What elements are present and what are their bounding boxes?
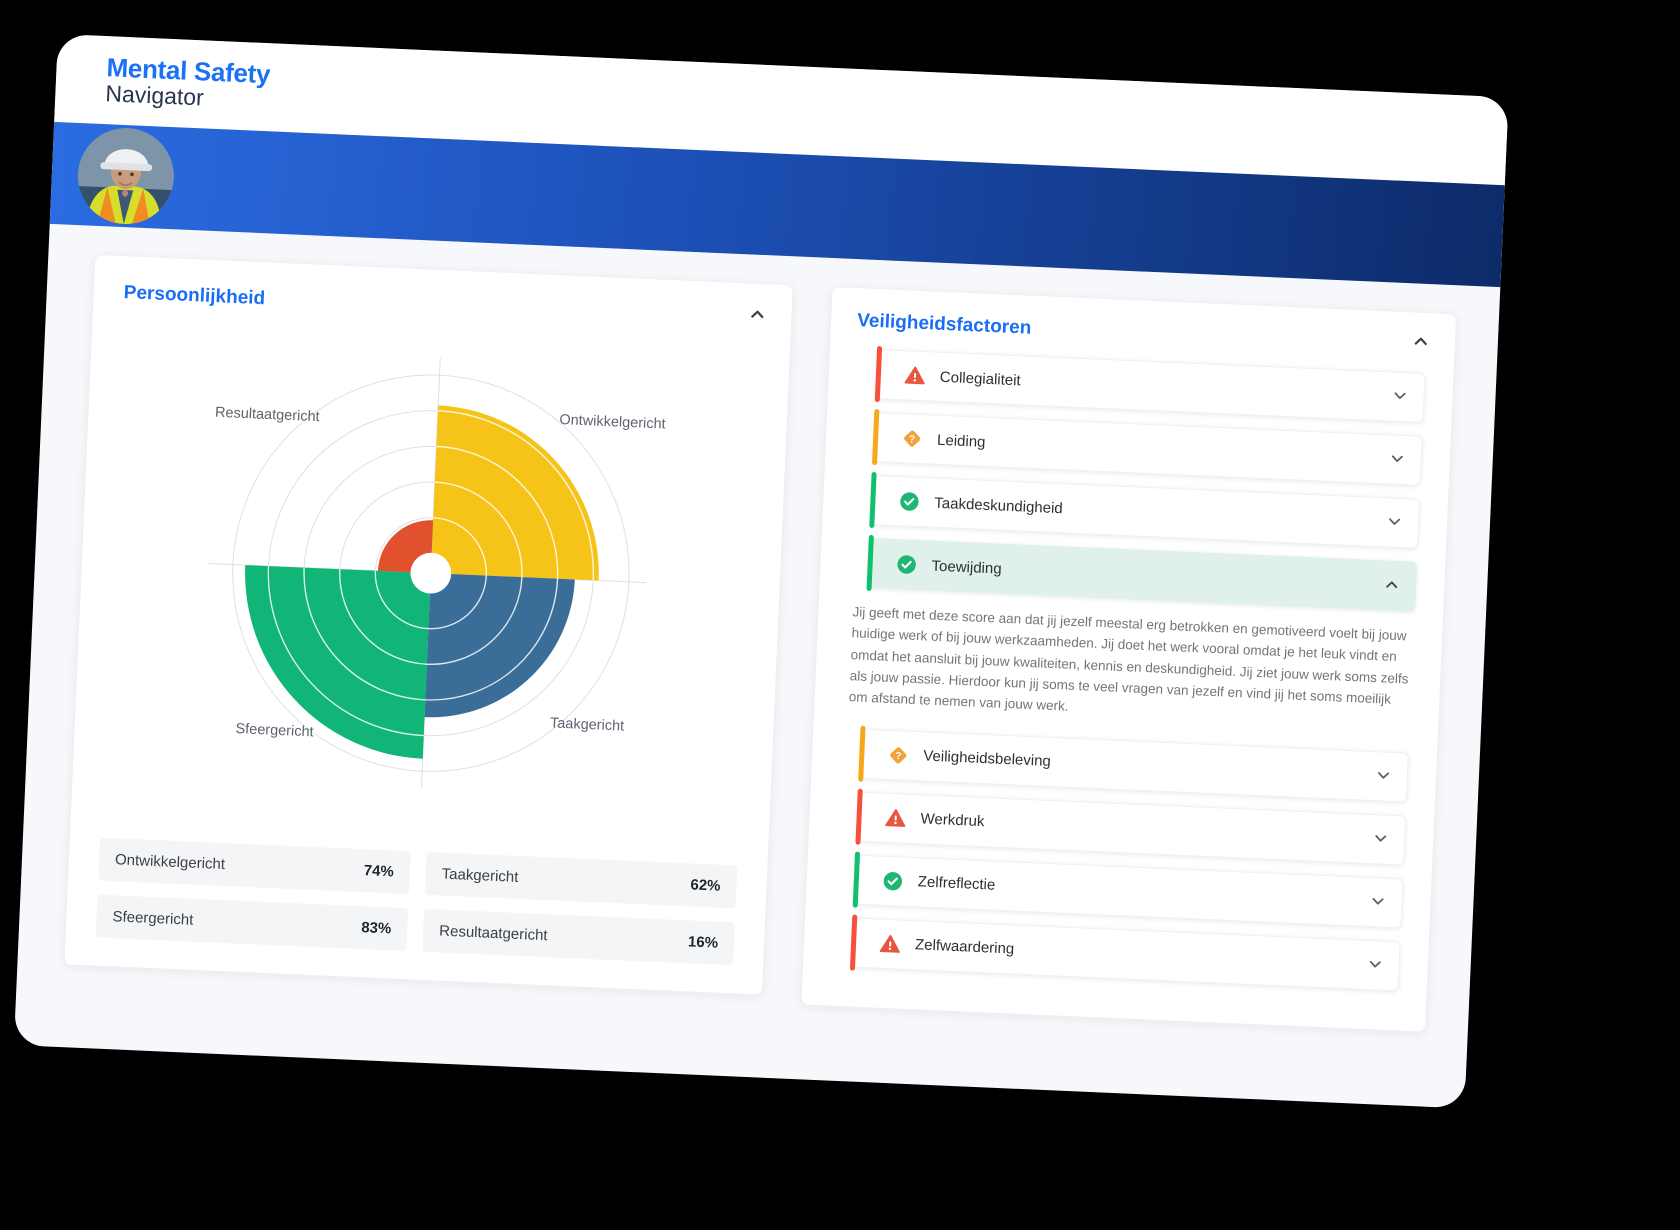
- chevron-up-icon: [1413, 334, 1430, 350]
- warning-icon: [903, 364, 926, 387]
- axis-label-sfeergericht: Sfeergericht: [235, 721, 314, 740]
- factor-label: Zelfreflectie: [917, 873, 996, 894]
- score-label: Sfeergericht: [112, 908, 194, 930]
- score-value: 62%: [690, 876, 721, 896]
- svg-text:?: ?: [895, 751, 902, 762]
- score-value: 74%: [363, 862, 395, 881]
- factor-label: Werkdruk: [920, 810, 985, 831]
- chevron-down-icon: [1389, 451, 1405, 470]
- factor-item-taakdeskundigheid[interactable]: Taakdeskundigheid: [869, 471, 1421, 549]
- app-logo: Mental Safety Navigator: [105, 52, 271, 114]
- score-label: Ontwikkelgericht: [114, 851, 226, 874]
- factor-label: Zelfwaardering: [914, 936, 1015, 958]
- factors-card-title: Veiligheidsfactoren: [856, 310, 1032, 339]
- check-icon: [895, 553, 918, 576]
- avatar: [75, 126, 176, 227]
- status-accent-bar: [869, 471, 877, 529]
- factor-item-leiding[interactable]: ? Leiding: [871, 408, 1423, 486]
- warning-icon: [884, 806, 907, 829]
- axis-label-ontwikkelgericht: Ontwikkelgericht: [559, 412, 666, 433]
- factor-label: Veiligheidsbeleving: [922, 747, 1052, 771]
- factor-item-zelfwaardering[interactable]: Zelfwaardering: [849, 914, 1401, 992]
- score-row: Resultaatgericht 16%: [422, 909, 735, 966]
- svg-text:?: ?: [909, 434, 916, 445]
- status-accent-bar: [858, 725, 866, 782]
- factor-item-zelfreflectie[interactable]: Zelfreflectie: [852, 851, 1404, 929]
- score-label: Taakgericht: [441, 865, 519, 887]
- axis-label-resultaatgericht: Resultaatgericht: [215, 405, 320, 426]
- status-accent-bar: [849, 914, 858, 971]
- question-icon: ?: [901, 427, 924, 450]
- factor-item-toewijding[interactable]: Toewijding: [866, 534, 1418, 612]
- factors-collapse-button[interactable]: [1408, 330, 1433, 354]
- chevron-down-icon: [1387, 513, 1403, 532]
- factor-list: Collegialiteit ? Leiding: [829, 346, 1427, 992]
- chevron-up-icon: [749, 307, 766, 323]
- app-window: Mental Safety Navigator: [13, 34, 1509, 1109]
- chevron-down-icon: [1373, 830, 1389, 849]
- score-value: 16%: [687, 933, 719, 952]
- score-row: Sfeergericht 83%: [95, 894, 409, 952]
- check-icon: [881, 869, 904, 892]
- chevron-down-icon: [1376, 767, 1392, 786]
- score-table: Ontwikkelgericht 74% Taakgericht 62% Sfe…: [95, 837, 738, 966]
- status-accent-bar: [855, 788, 863, 845]
- status-accent-bar: [871, 408, 880, 466]
- main-content: Persoonlijkheid Ontwikkelgericht Resulta…: [17, 224, 1500, 1034]
- factor-label: Toewijding: [931, 557, 1002, 578]
- factor-item-veiligheidsbeleving[interactable]: ? Veiligheidsbeleving: [858, 725, 1409, 803]
- axis-label-taakgericht: Taakgericht: [550, 715, 625, 734]
- score-value: 83%: [360, 919, 392, 938]
- personality-card: Persoonlijkheid Ontwikkelgericht Resulta…: [63, 253, 794, 996]
- warning-icon: [879, 932, 902, 955]
- factor-item-collegialiteit[interactable]: Collegialiteit: [874, 346, 1426, 423]
- factor-label: Taakdeskundigheid: [934, 494, 1064, 517]
- factor-item-werkdruk[interactable]: Werkdruk: [855, 788, 1407, 866]
- score-row: Ontwikkelgericht 74%: [98, 837, 411, 895]
- personality-chart: Ontwikkelgericht Resultaatgericht Sfeerg…: [207, 357, 666, 789]
- chevron-down-icon: [1367, 956, 1383, 975]
- personality-chart-wrap: Ontwikkelgericht Resultaatgericht Sfeerg…: [101, 310, 761, 850]
- header-bar: [49, 121, 1505, 288]
- score-label: Resultaatgericht: [438, 922, 548, 945]
- chevron-down-icon: [1370, 893, 1386, 912]
- factor-label: Collegialiteit: [939, 368, 1022, 389]
- factor-label: Leiding: [936, 431, 986, 451]
- chevron-down-icon: [1392, 388, 1408, 407]
- question-icon: ?: [887, 744, 910, 767]
- status-accent-bar: [852, 851, 861, 908]
- personality-collapse-button[interactable]: [745, 303, 770, 327]
- factor-description: Jij geeft met deze score aan dat jij jez…: [848, 604, 1409, 715]
- status-accent-bar: [866, 534, 874, 592]
- status-accent-bar: [874, 346, 883, 403]
- chevron-up-icon: [1384, 576, 1400, 595]
- check-icon: [898, 490, 921, 513]
- factors-card: Veiligheidsfactoren Collegialiteit: [800, 285, 1458, 1033]
- score-row: Taakgericht 62%: [424, 852, 738, 909]
